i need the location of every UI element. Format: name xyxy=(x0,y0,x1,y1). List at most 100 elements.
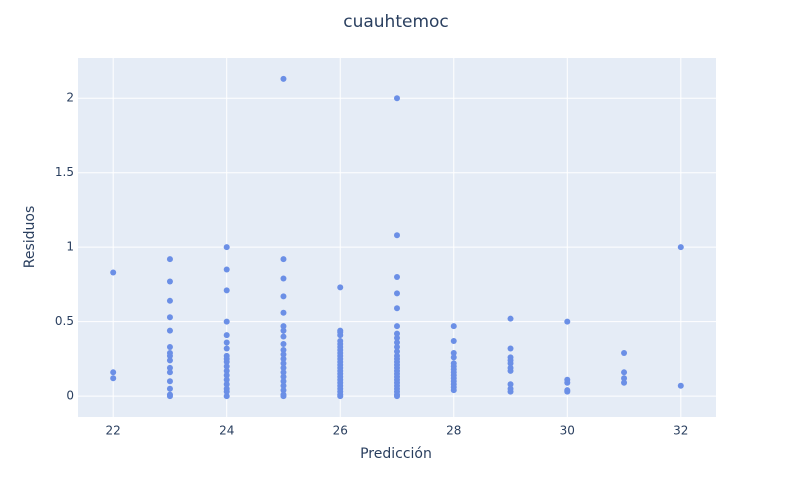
point xyxy=(280,256,287,263)
point xyxy=(223,372,230,379)
point xyxy=(394,290,400,297)
point xyxy=(564,388,571,395)
point xyxy=(564,318,571,325)
point xyxy=(394,323,400,330)
point xyxy=(394,343,400,350)
point xyxy=(564,379,571,386)
y-tick-label: 2 xyxy=(66,91,74,105)
point xyxy=(394,348,400,355)
point xyxy=(621,375,628,382)
point xyxy=(337,284,344,291)
point xyxy=(450,349,457,356)
point xyxy=(280,355,287,362)
point xyxy=(394,95,400,102)
point xyxy=(280,393,287,400)
point xyxy=(394,305,400,312)
y-tick-label: 1 xyxy=(66,240,74,254)
point xyxy=(450,323,457,330)
point xyxy=(223,332,230,339)
point xyxy=(166,393,173,400)
point xyxy=(166,357,173,364)
point xyxy=(394,393,400,400)
point xyxy=(166,297,173,304)
x-tick-label: 26 xyxy=(333,424,348,438)
point xyxy=(507,381,514,388)
point xyxy=(166,278,173,285)
point xyxy=(280,373,287,380)
point xyxy=(223,266,230,273)
point xyxy=(280,364,287,371)
point xyxy=(621,379,628,386)
point xyxy=(280,293,287,300)
point xyxy=(280,275,287,282)
point xyxy=(166,369,173,376)
point xyxy=(110,375,117,382)
point xyxy=(110,369,117,376)
chart-title: cuauhtemoc xyxy=(343,12,449,32)
point xyxy=(223,287,230,294)
point xyxy=(507,367,514,374)
point xyxy=(394,335,400,342)
y-tick-label: 0 xyxy=(66,389,74,403)
point xyxy=(677,382,684,389)
x-axis-label: Predicción xyxy=(360,446,432,462)
point xyxy=(280,341,287,348)
point xyxy=(166,256,173,263)
point xyxy=(223,388,230,395)
point xyxy=(450,354,457,361)
point xyxy=(394,330,400,337)
point xyxy=(394,273,400,280)
point xyxy=(280,333,287,340)
point xyxy=(166,327,173,334)
point xyxy=(621,349,628,356)
point xyxy=(223,376,230,383)
point xyxy=(394,339,400,346)
point xyxy=(280,75,287,82)
point xyxy=(621,369,628,376)
point xyxy=(507,345,514,352)
point xyxy=(337,332,344,339)
point xyxy=(223,244,230,251)
point xyxy=(507,315,514,322)
point xyxy=(280,346,287,353)
point xyxy=(166,352,173,359)
y-tick-label: 0.5 xyxy=(55,314,74,328)
point xyxy=(223,381,230,388)
point xyxy=(166,385,173,392)
point xyxy=(166,343,173,350)
point xyxy=(450,338,457,345)
point xyxy=(450,387,457,394)
point xyxy=(280,327,287,334)
point xyxy=(223,367,230,374)
x-tick-label: 28 xyxy=(446,424,461,438)
y-tick-label: 1.5 xyxy=(55,165,74,179)
point xyxy=(223,339,230,346)
point xyxy=(280,382,287,389)
point xyxy=(507,360,514,367)
point xyxy=(280,369,287,376)
point xyxy=(677,244,684,251)
point xyxy=(166,378,173,385)
point xyxy=(166,364,173,371)
point xyxy=(280,323,287,330)
point xyxy=(110,269,117,276)
point xyxy=(394,232,400,239)
point xyxy=(280,378,287,385)
x-tick-label: 22 xyxy=(106,424,121,438)
point xyxy=(223,358,230,365)
point xyxy=(280,309,287,316)
y-axis-label: Residuos xyxy=(22,206,38,269)
point xyxy=(166,314,173,321)
x-tick-label: 24 xyxy=(219,424,234,438)
point xyxy=(280,387,287,394)
point xyxy=(280,351,287,358)
x-tick-label: 32 xyxy=(673,424,688,438)
point xyxy=(223,363,230,370)
point xyxy=(507,388,514,395)
point xyxy=(223,393,230,400)
x-tick-label: 30 xyxy=(560,424,575,438)
point xyxy=(223,318,230,325)
point xyxy=(223,345,230,352)
point xyxy=(280,360,287,367)
